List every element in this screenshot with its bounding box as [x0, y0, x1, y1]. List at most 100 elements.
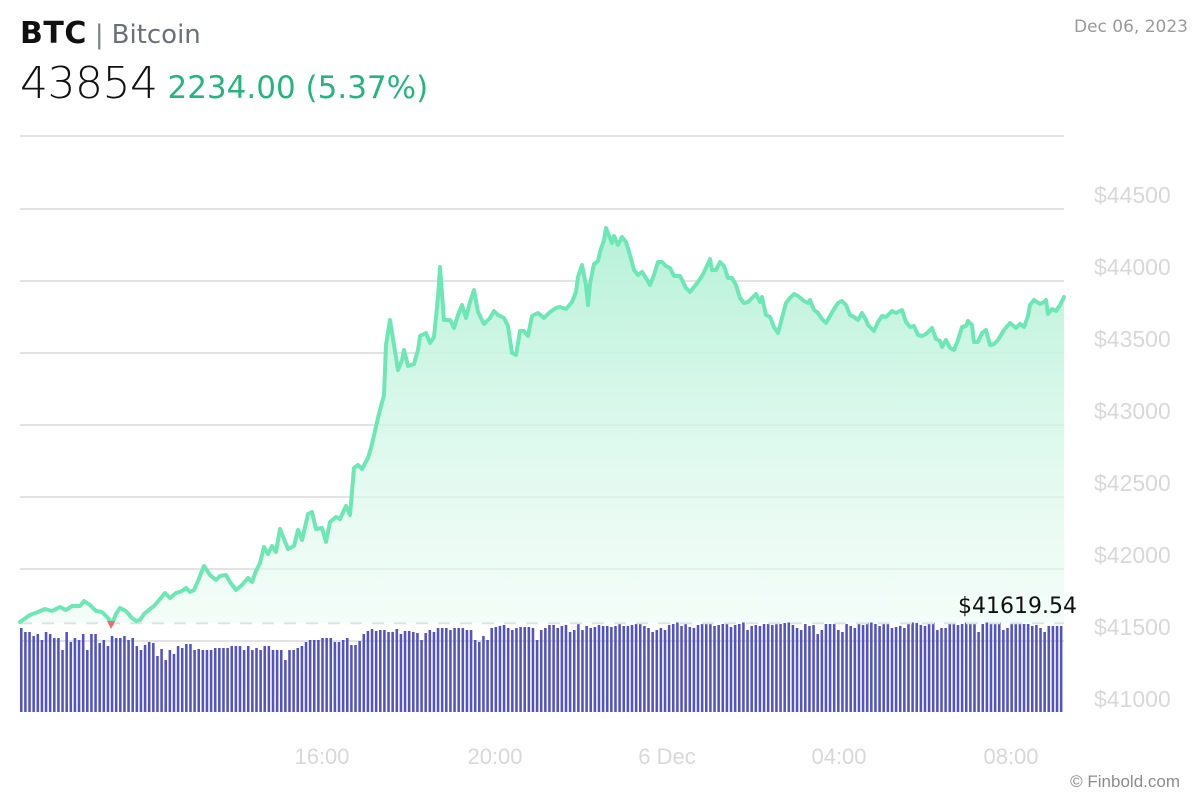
volume-bar: [556, 628, 559, 712]
volume-bar: [969, 624, 972, 712]
volume-bar: [350, 645, 353, 712]
volume-bar: [275, 650, 279, 712]
volume-bar: [168, 650, 172, 712]
volume-bar: [845, 624, 848, 712]
volume-bar: [894, 627, 898, 712]
y-tick: $41500: [1094, 614, 1171, 640]
volume-bar: [337, 642, 341, 712]
volume-bar: [597, 625, 601, 712]
volume-bar: [552, 625, 555, 712]
volume-bar: [544, 628, 547, 712]
volume-bar: [634, 624, 638, 712]
volume-bar: [506, 628, 510, 712]
volume-bar: [333, 642, 337, 712]
title-row: BTC | Bitcoin: [20, 16, 428, 56]
volume-bar: [445, 628, 448, 712]
volume-bar: [374, 631, 378, 712]
price-line: [18, 226, 1066, 626]
volume-bar: [246, 646, 250, 712]
volume-bar: [886, 624, 890, 712]
volume-bar: [345, 638, 349, 712]
volume-bar: [1055, 626, 1059, 712]
volume-bar: [341, 640, 345, 712]
volume-bar: [238, 646, 242, 712]
volume-bar: [903, 628, 906, 712]
volume-bar: [738, 624, 741, 712]
x-tick: 08:00: [983, 744, 1039, 769]
reference-price-label: $41619.54: [958, 594, 1077, 619]
volume-bar: [412, 632, 415, 712]
volume-bar: [185, 644, 188, 712]
volume-bar: [742, 622, 745, 712]
volume-bar: [638, 624, 642, 712]
y-tick: $44000: [1094, 254, 1171, 280]
volume-bar: [870, 622, 873, 712]
volume-bar: [86, 650, 89, 712]
volume-bar: [779, 624, 782, 712]
volume-bar: [407, 631, 411, 712]
volume-bar: [651, 632, 654, 712]
volume-bar: [663, 630, 667, 712]
volume-bar: [1018, 622, 1022, 712]
volume-bar: [94, 634, 97, 712]
volume-bar: [494, 627, 498, 712]
volume-bar: [292, 650, 295, 712]
volume-bar: [420, 640, 423, 712]
volume-bar: [1047, 626, 1051, 712]
volume-bar: [172, 654, 176, 712]
volume-bar: [948, 624, 952, 712]
volume-bar: [676, 622, 679, 712]
volume-bar: [705, 624, 708, 712]
volume-bar: [127, 640, 130, 712]
volume-bar: [428, 630, 432, 712]
volume-bar: [614, 626, 617, 712]
volume-bar: [936, 630, 939, 712]
volume-bar: [1059, 626, 1063, 712]
volume-bar: [589, 628, 593, 712]
volume-bar: [131, 638, 134, 712]
volume-bar: [391, 632, 394, 712]
volume-bar: [424, 633, 427, 712]
volume-bar: [952, 624, 956, 712]
volume-bar: [251, 650, 254, 712]
volume-bar: [119, 638, 122, 712]
volume-bar: [647, 628, 650, 712]
y-tick: $44500: [1094, 182, 1171, 208]
volume-bar: [783, 623, 786, 712]
volume-bar: [572, 630, 576, 712]
volume-bar: [729, 627, 733, 712]
volume-bar: [457, 628, 460, 712]
ticker-symbol: BTC: [20, 16, 87, 51]
volume-bar: [973, 622, 976, 712]
volume-bar: [733, 625, 737, 712]
volume-bar: [160, 649, 163, 712]
volume-bar: [700, 624, 704, 712]
volume-bar: [147, 642, 151, 712]
volume-bar: [28, 632, 31, 712]
volume-bar: [304, 642, 308, 712]
volume-bar: [849, 626, 852, 712]
volume-bar: [486, 640, 489, 712]
volume-bar: [927, 624, 931, 712]
volume-bar: [865, 622, 869, 712]
volume-bar: [787, 622, 791, 712]
volume-bar: [197, 649, 200, 712]
volume-bar: [861, 625, 865, 712]
volume-bar: [77, 640, 81, 712]
volume-bar: [255, 648, 258, 712]
volume-bar: [713, 626, 716, 712]
volume-bar: [139, 650, 143, 712]
volume-bar: [205, 650, 209, 712]
volume-bar: [684, 624, 687, 712]
volume-bar: [201, 650, 205, 712]
volume-bar: [399, 634, 403, 712]
volume-bar: [81, 634, 85, 712]
volume-bar: [923, 626, 927, 712]
volume-bar: [911, 622, 914, 712]
volume-bar: [985, 622, 989, 712]
volume-bar: [568, 632, 572, 712]
volume-bar: [1022, 624, 1026, 712]
volume-bar: [816, 634, 819, 712]
volume-bar: [1030, 626, 1034, 712]
